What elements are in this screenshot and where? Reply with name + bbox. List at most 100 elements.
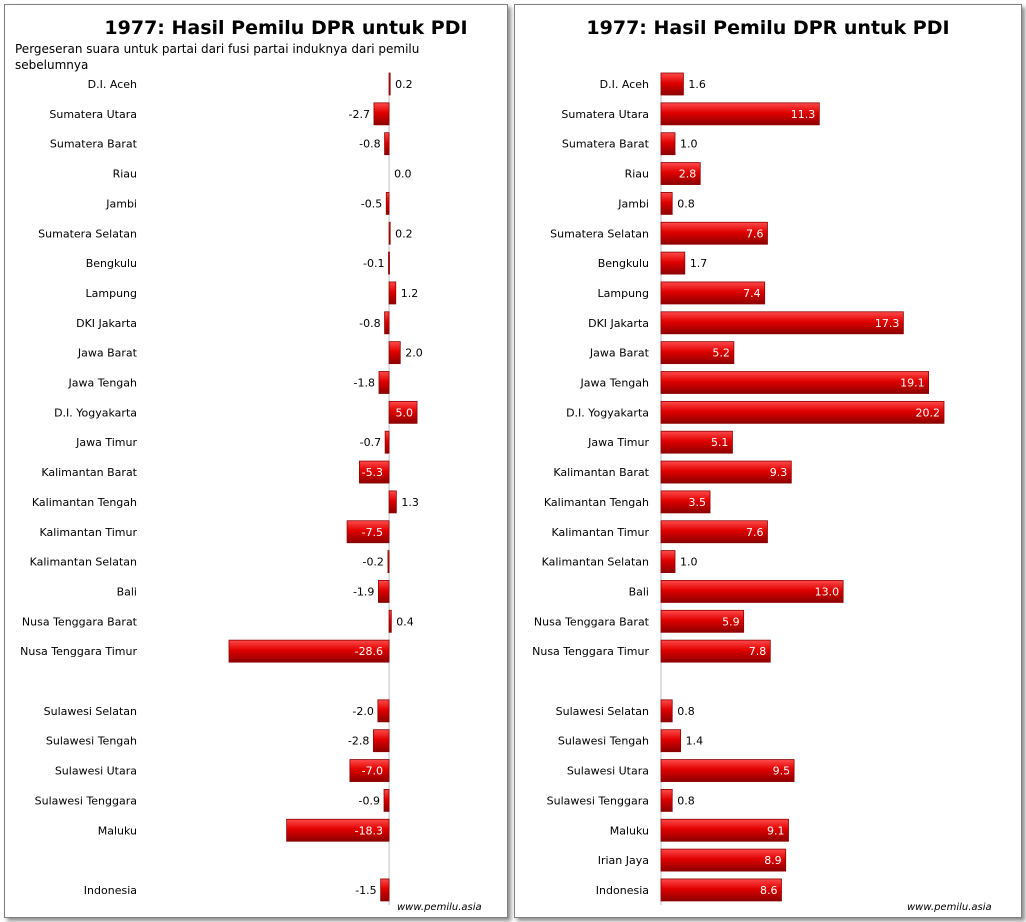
category-label: D.I. Yogyakarta bbox=[54, 406, 137, 419]
bar bbox=[660, 311, 904, 335]
category-label: Sumatera Utara bbox=[561, 108, 649, 121]
category-label: Indonesia bbox=[596, 884, 649, 897]
category-label: Sumatera Selatan bbox=[550, 227, 649, 240]
bar bbox=[388, 72, 391, 96]
bar bbox=[286, 818, 390, 842]
data-label: 20.2 bbox=[916, 406, 941, 419]
category-label: Kalimantan Selatan bbox=[30, 556, 137, 569]
category-label: Lampung bbox=[598, 287, 650, 300]
bar bbox=[388, 281, 397, 305]
bar bbox=[349, 759, 390, 782]
data-label: 7.6 bbox=[746, 227, 764, 240]
data-label: 1.2 bbox=[401, 287, 419, 300]
chart-title: 1977: Hasil Pemilu DPR untuk PDI bbox=[586, 17, 950, 39]
category-label: D.I. Yogyakarta bbox=[566, 406, 649, 419]
category-label: Kalimantan Selatan bbox=[542, 556, 649, 569]
data-label: 0.8 bbox=[677, 705, 695, 718]
category-label: Sulawesi Utara bbox=[55, 765, 137, 778]
category-label: Nusa Tenggara Barat bbox=[534, 615, 650, 628]
data-label: 1.6 bbox=[688, 78, 706, 91]
bar bbox=[660, 72, 684, 96]
data-label: -0.5 bbox=[361, 197, 382, 210]
data-label: 7.4 bbox=[743, 287, 761, 300]
category-label: D.I. Aceh bbox=[600, 78, 649, 91]
bar bbox=[384, 430, 390, 454]
bar bbox=[660, 639, 771, 663]
chart-subtitle: Pergeseran suara untuk partai dari fusi … bbox=[15, 42, 420, 72]
category-label: Riau bbox=[113, 168, 137, 181]
data-label: 2.8 bbox=[679, 168, 697, 181]
category-label: Maluku bbox=[98, 824, 137, 837]
data-label: 2.0 bbox=[405, 347, 423, 360]
bar bbox=[384, 132, 390, 156]
bar bbox=[660, 580, 844, 603]
data-label: 0.4 bbox=[396, 615, 414, 628]
data-label: -0.8 bbox=[359, 138, 380, 151]
data-label: -2.0 bbox=[352, 705, 373, 718]
data-label: -5.3 bbox=[362, 466, 383, 479]
bar bbox=[373, 102, 390, 126]
data-label: 5.1 bbox=[711, 436, 729, 449]
category-label: Nusa Tenggara Timur bbox=[532, 645, 649, 658]
bar bbox=[660, 878, 782, 902]
category-label: Nusa Tenggara Timur bbox=[20, 645, 137, 658]
data-label: 1.7 bbox=[690, 257, 708, 270]
watermark: www.pemilu.asia bbox=[907, 902, 992, 913]
category-label: Bali bbox=[629, 585, 649, 598]
data-label: 0.8 bbox=[677, 794, 695, 807]
category-label: Sulawesi Selatan bbox=[556, 705, 649, 718]
bar bbox=[378, 580, 390, 603]
data-label: 0.0 bbox=[394, 168, 412, 181]
data-label: 1.0 bbox=[680, 138, 698, 151]
data-label: 1.3 bbox=[401, 496, 419, 509]
category-label: Jawa Barat bbox=[589, 347, 650, 360]
data-label: 9.3 bbox=[770, 466, 788, 479]
bar bbox=[660, 281, 766, 305]
bar bbox=[660, 251, 686, 275]
bar bbox=[660, 490, 711, 514]
data-label: 11.3 bbox=[791, 108, 816, 121]
data-label: 17.3 bbox=[875, 317, 900, 330]
category-label: Sulawesi Tenggara bbox=[547, 794, 649, 807]
data-label: 5.0 bbox=[396, 406, 414, 419]
category-label: Jambi bbox=[105, 197, 137, 210]
bar bbox=[660, 550, 676, 573]
data-label: -1.8 bbox=[354, 377, 375, 390]
category-label: DKI Jakarta bbox=[588, 317, 649, 330]
category-label: Nusa Tenggara Barat bbox=[22, 615, 138, 628]
category-label: Irian Jaya bbox=[598, 854, 649, 867]
bar bbox=[228, 639, 390, 663]
bar bbox=[660, 609, 745, 633]
bar bbox=[387, 550, 390, 573]
category-label: Sulawesi Tengah bbox=[46, 735, 137, 748]
data-label: -0.2 bbox=[362, 556, 383, 569]
bar bbox=[660, 102, 820, 126]
category-label: Sumatera Barat bbox=[562, 138, 650, 151]
right-chart-plot: D.I. Aceh 1.6 Sumatera Utara 11.3 Sumatera B… bbox=[532, 72, 945, 905]
data-label: -28.6 bbox=[355, 645, 383, 658]
category-label: Kalimantan Timur bbox=[552, 526, 650, 539]
bar bbox=[383, 789, 390, 812]
category-label: Sulawesi Selatan bbox=[44, 705, 137, 718]
category-label: Sumatera Utara bbox=[49, 108, 137, 121]
category-label: DKI Jakarta bbox=[76, 317, 137, 330]
bar bbox=[388, 251, 390, 275]
bar bbox=[380, 878, 390, 902]
category-label: Jawa Timur bbox=[587, 436, 649, 449]
category-label: Kalimantan Tengah bbox=[544, 496, 649, 509]
category-label: Bengkulu bbox=[86, 257, 137, 270]
bar bbox=[388, 221, 391, 245]
bar bbox=[346, 520, 390, 544]
bar bbox=[388, 490, 397, 514]
category-label: Indonesia bbox=[84, 884, 137, 897]
data-label: -0.7 bbox=[360, 436, 381, 449]
data-label: 3.5 bbox=[689, 496, 707, 509]
category-label: Sumatera Selatan bbox=[38, 227, 137, 240]
left-chart-panel: 1977: Hasil Pemilu DPR untuk PDI Pergese… bbox=[4, 4, 508, 918]
bar bbox=[660, 520, 768, 544]
category-label: D.I. Aceh bbox=[88, 78, 137, 91]
data-label: 13.0 bbox=[815, 585, 840, 598]
category-label: Sumatera Barat bbox=[50, 138, 138, 151]
data-label: -1.5 bbox=[355, 884, 376, 897]
data-label: 7.6 bbox=[746, 526, 764, 539]
